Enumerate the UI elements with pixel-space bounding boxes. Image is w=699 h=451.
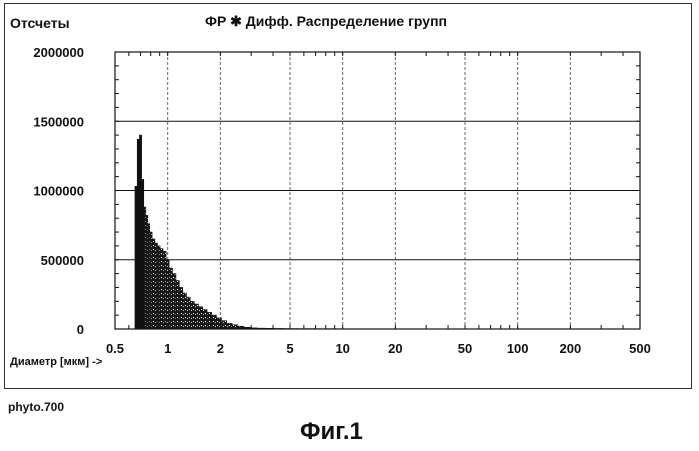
bar <box>155 243 158 329</box>
y-tick-label: 2000000 <box>33 45 84 60</box>
x-tick-labels: 0.5 1 2 5 10 20 50 100 200 500 <box>106 341 651 356</box>
x-tick-label: 100 <box>507 341 529 356</box>
bar <box>139 135 141 329</box>
x-tick-label: 50 <box>458 341 472 356</box>
bar <box>135 186 137 329</box>
bar <box>179 287 183 329</box>
bar <box>158 246 161 329</box>
grid <box>115 52 640 329</box>
x-tick-label: 500 <box>629 341 651 356</box>
x-tick-label: 5 <box>286 341 293 356</box>
bar <box>198 307 202 329</box>
bar <box>152 239 155 329</box>
x-tick-label: 20 <box>388 341 402 356</box>
bar <box>203 310 207 329</box>
y-tick-labels: 0 500000 1000000 1500000 2000000 <box>33 45 84 337</box>
bar <box>142 179 144 329</box>
y-tick-label: 1000000 <box>33 184 84 199</box>
bar <box>144 207 146 329</box>
y-tick-label: 0 <box>77 322 84 337</box>
y-tick-label: 1500000 <box>33 114 84 129</box>
bar <box>212 315 217 329</box>
x-tick-label: 10 <box>335 341 349 356</box>
bar <box>227 323 232 329</box>
bar <box>172 274 175 329</box>
bar <box>221 321 226 329</box>
x-tick-label: 2 <box>217 341 224 356</box>
bar <box>166 260 169 329</box>
x-tick-label: 1 <box>164 341 171 356</box>
bar <box>169 268 172 329</box>
y-tick-label: 500000 <box>41 253 84 268</box>
bar <box>163 251 166 329</box>
x-tick-label: 200 <box>560 341 582 356</box>
x-tick-label: 0.5 <box>106 341 124 356</box>
bar <box>146 215 148 329</box>
bar <box>194 304 198 329</box>
bar <box>207 312 212 329</box>
bar <box>160 249 163 329</box>
bars <box>135 135 466 329</box>
bar <box>150 232 152 329</box>
bar <box>183 293 187 329</box>
bar <box>186 297 190 329</box>
bar <box>232 325 238 329</box>
bar <box>176 281 179 329</box>
bar <box>137 139 139 329</box>
bar <box>190 301 194 329</box>
